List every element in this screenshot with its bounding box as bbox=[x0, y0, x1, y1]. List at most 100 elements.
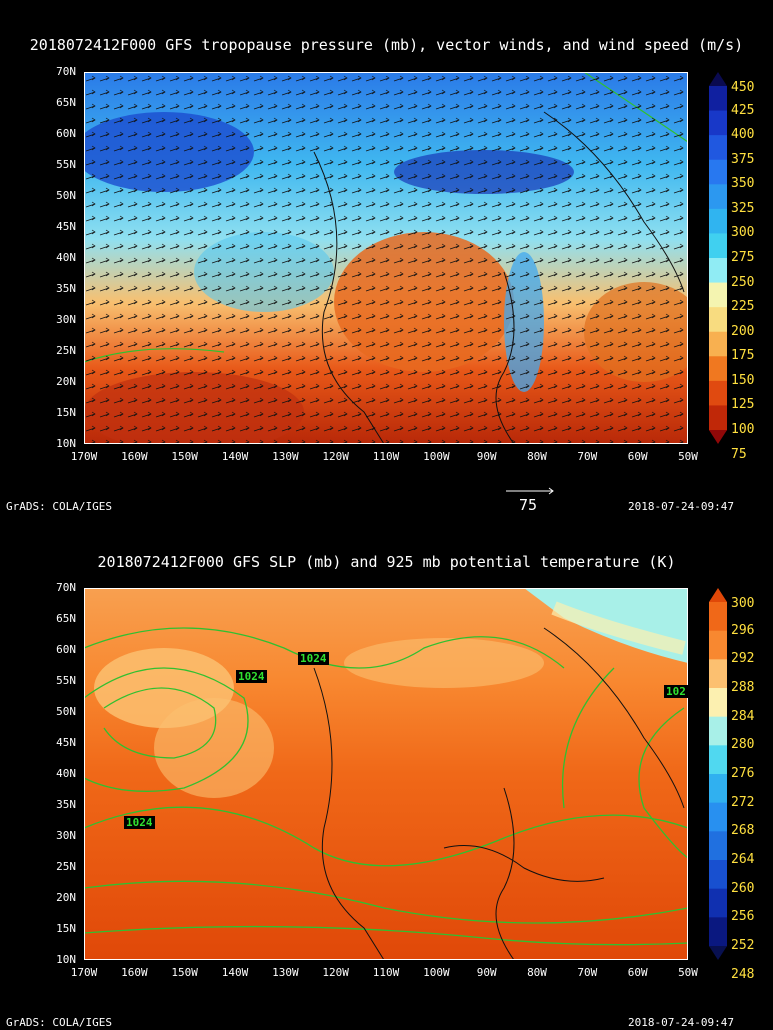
colorbar-label: 260 bbox=[731, 880, 755, 896]
lon-tick-label: 130W bbox=[272, 966, 299, 979]
panel2-colorbar bbox=[709, 588, 727, 960]
lon-tick-label: 150W bbox=[171, 450, 198, 463]
colorbar-swatch bbox=[709, 917, 727, 947]
contour-label: 1024 bbox=[124, 816, 155, 829]
lat-tick-label: 40N bbox=[56, 251, 76, 264]
colorbar-swatch bbox=[709, 659, 727, 689]
colorbar-label: 425 bbox=[731, 102, 755, 118]
colorbar-swatch bbox=[709, 356, 727, 382]
lon-tick-label: 170W bbox=[70, 966, 98, 979]
colorbar-swatch bbox=[709, 282, 727, 308]
lat-tick-label: 30N bbox=[56, 313, 76, 326]
lat-tick-label: 25N bbox=[56, 860, 76, 873]
lon-tick-label: 110W bbox=[372, 450, 400, 463]
colorbar-swatch bbox=[709, 688, 727, 718]
lon-tick-label: 50W bbox=[678, 450, 698, 463]
colorbar-label: 296 bbox=[731, 622, 755, 638]
lat-tick-label: 30N bbox=[56, 829, 76, 842]
lon-tick-label: 160W bbox=[121, 450, 148, 463]
lat-tick-label: 10N bbox=[56, 437, 76, 450]
lat-tick-label: 20N bbox=[56, 375, 76, 388]
lat-tick-label: 25N bbox=[56, 344, 76, 357]
colorbar-swatch bbox=[709, 184, 727, 210]
colorbar-label: 292 bbox=[731, 651, 755, 667]
colorbar-swatch bbox=[709, 233, 727, 259]
colorbar-swatch bbox=[709, 135, 727, 161]
panel1-footer-left: GrADS: COLA/IGES bbox=[6, 500, 112, 513]
contour-label: 102 bbox=[664, 685, 688, 698]
lon-tick-label: 60W bbox=[627, 966, 648, 979]
panel2-title: 2018072412F000 GFS SLP (mb) and 925 mb p… bbox=[97, 553, 676, 571]
colorbar-swatch bbox=[709, 831, 727, 861]
colorbar-label: 200 bbox=[731, 323, 755, 339]
colorbar-label: 252 bbox=[731, 938, 755, 953]
lat-tick-label: 70N bbox=[56, 65, 76, 78]
colorbar-label: 275 bbox=[731, 250, 755, 265]
lon-tick-label: 150W bbox=[171, 966, 198, 979]
lon-tick-label: 160W bbox=[121, 966, 148, 979]
lat-tick-label: 15N bbox=[56, 922, 76, 935]
colorbar-swatch bbox=[709, 405, 727, 431]
lat-tick-label: 45N bbox=[56, 736, 76, 749]
wind-reference-label: 75 bbox=[519, 496, 538, 514]
colorbar-swatch bbox=[709, 86, 727, 112]
colorbar-swatch bbox=[709, 860, 727, 890]
colorbar-swatch bbox=[709, 208, 727, 234]
colorbar-swatch bbox=[709, 774, 727, 804]
lat-tick-label: 40N bbox=[56, 767, 76, 780]
colorbar-label: 256 bbox=[731, 909, 755, 925]
colorbar-label: 375 bbox=[731, 151, 755, 167]
colorbar-swatch bbox=[709, 745, 727, 775]
colorbar-label: 280 bbox=[731, 737, 755, 753]
lat-tick-label: 35N bbox=[56, 798, 76, 811]
colorbar-swatch bbox=[709, 258, 727, 284]
lat-tick-label: 50N bbox=[56, 189, 76, 202]
lon-tick-label: 90W bbox=[476, 450, 497, 463]
colorbar-label: 175 bbox=[731, 348, 755, 364]
colorbar-swatch bbox=[709, 630, 727, 660]
lon-tick-label: 100W bbox=[423, 966, 450, 979]
panel1-colorbar bbox=[709, 72, 727, 444]
colorbar-label: 284 bbox=[731, 708, 755, 724]
colorbar-label: 100 bbox=[731, 422, 755, 437]
tropopause-map-svg bbox=[84, 72, 688, 444]
colorbar-swatch bbox=[709, 380, 727, 406]
colorbar-label: 450 bbox=[731, 80, 755, 95]
lat-tick-label: 60N bbox=[56, 643, 76, 656]
lon-tick-label: 170W bbox=[70, 450, 98, 463]
colorbar-label: 350 bbox=[731, 176, 755, 192]
colorbar-label: 75 bbox=[731, 446, 747, 462]
lon-tick-label: 70W bbox=[577, 966, 598, 979]
colorbar-label: 248 bbox=[731, 966, 755, 982]
lat-tick-label: 35N bbox=[56, 282, 76, 295]
colorbar-label: 300 bbox=[731, 596, 755, 611]
colorbar-swatch bbox=[709, 946, 727, 960]
colorbar-label: 225 bbox=[731, 299, 755, 315]
lat-tick-label: 45N bbox=[56, 220, 76, 233]
colorbar-swatch bbox=[709, 110, 727, 136]
lat-tick-label: 65N bbox=[56, 96, 76, 109]
panel1-title: 2018072412F000 GFS tropopause pressure (… bbox=[29, 36, 744, 54]
panel2-map: 1024 1024 1024 102 bbox=[84, 588, 688, 960]
lat-tick-label: 55N bbox=[56, 674, 76, 687]
lon-tick-label: 70W bbox=[577, 450, 598, 463]
lon-tick-label: 140W bbox=[221, 966, 249, 979]
lon-tick-label: 50W bbox=[678, 966, 698, 979]
lon-tick-label: 100W bbox=[423, 450, 450, 463]
panel1-map bbox=[84, 72, 688, 444]
colorbar-label: 250 bbox=[731, 274, 755, 290]
lat-tick-label: 50N bbox=[56, 705, 76, 718]
colorbar-label: 300 bbox=[731, 225, 755, 241]
colorbar-label: 400 bbox=[731, 127, 755, 143]
lat-tick-label: 60N bbox=[56, 127, 76, 140]
colorbar-label: 276 bbox=[731, 766, 755, 781]
panel1-footer-right: 2018-07-24-09:47 bbox=[628, 500, 734, 513]
lat-tick-label: 65N bbox=[56, 612, 76, 625]
lon-tick-label: 120W bbox=[322, 450, 349, 463]
panel2-footer-right: 2018-07-24-09:47 bbox=[628, 1016, 734, 1029]
panel2-footer-left: GrADS: COLA/IGES bbox=[6, 1016, 112, 1029]
lon-tick-label: 120W bbox=[322, 966, 349, 979]
slp-theta-map-svg bbox=[84, 588, 688, 960]
lat-tick-label: 20N bbox=[56, 891, 76, 904]
lon-tick-label: 80W bbox=[527, 450, 547, 463]
